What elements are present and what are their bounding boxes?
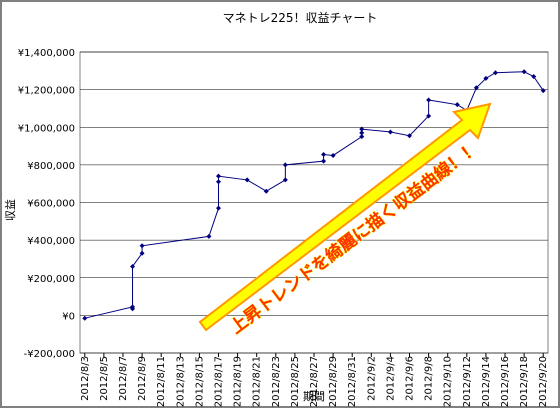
y-tick-label: ¥1,400,000 xyxy=(18,48,75,59)
x-tick-label: 2012/9/18 xyxy=(519,356,530,407)
marker xyxy=(244,177,250,183)
x-tick-label: 2012/8/17 xyxy=(213,356,224,407)
y-axis-label: 収益 xyxy=(3,199,17,221)
x-tick-label: 2012/8/23 xyxy=(271,356,282,407)
y-tick-label: ¥600,000 xyxy=(27,199,75,210)
x-tick-label: 2012/8/15 xyxy=(194,356,205,407)
marker xyxy=(454,102,460,108)
x-tick-label: 2012/9/20 xyxy=(538,356,549,407)
marker xyxy=(483,75,489,81)
marker xyxy=(387,129,393,135)
x-tick-label: 2012/9/8 xyxy=(424,356,435,401)
marker xyxy=(215,173,221,179)
marker xyxy=(426,113,432,119)
y-tick-label: ¥400,000 xyxy=(27,236,75,247)
y-tick-label: ¥1,000,000 xyxy=(18,123,75,134)
x-tick-label: 2012/9/4 xyxy=(385,356,396,401)
x-tick-label: 2012/9/14 xyxy=(481,356,492,407)
marker xyxy=(130,263,136,269)
x-tick-label: 2012/8/3 xyxy=(80,356,91,401)
marker xyxy=(359,126,365,132)
x-tick-label: 2012/9/12 xyxy=(462,356,473,407)
marker xyxy=(407,133,413,139)
y-tick-label: -¥200,000 xyxy=(24,349,75,360)
y-tick-label: ¥200,000 xyxy=(27,274,75,285)
x-tick-label: 2012/8/9 xyxy=(137,356,148,401)
marker xyxy=(531,73,537,79)
marker xyxy=(359,134,365,140)
marker xyxy=(263,188,269,194)
marker xyxy=(359,130,365,136)
marker xyxy=(426,97,432,103)
marker xyxy=(130,306,136,312)
marker xyxy=(321,152,327,158)
marker xyxy=(215,205,221,211)
y-tick-label: ¥800,000 xyxy=(27,161,75,172)
x-axis-label: 期間 xyxy=(303,390,325,403)
marker xyxy=(215,179,221,185)
chart-title: マネトレ225！収益チャート xyxy=(223,11,378,25)
series-line xyxy=(84,71,544,319)
x-tick-label: 2012/9/10 xyxy=(443,356,454,407)
x-tick-label: 2012/8/7 xyxy=(118,356,129,401)
trend-arrow xyxy=(198,102,492,332)
marker xyxy=(473,85,479,91)
marker xyxy=(330,152,336,158)
y-tick-label: ¥0 xyxy=(62,311,75,322)
x-tick-label: 2012/8/19 xyxy=(233,356,244,407)
marker xyxy=(282,177,288,183)
marker xyxy=(139,243,145,249)
marker xyxy=(206,233,212,239)
x-tick-label: 2012/8/11 xyxy=(156,356,167,407)
x-tick-label: 2012/8/29 xyxy=(328,356,339,407)
marker xyxy=(492,70,498,76)
marker xyxy=(321,158,327,164)
marker xyxy=(139,250,145,256)
x-tick-label: 2012/8/25 xyxy=(290,356,301,407)
x-tick-label: 2012/8/21 xyxy=(252,356,263,407)
marker xyxy=(521,69,527,75)
x-tick-label: 2012/9/2 xyxy=(366,356,377,401)
marker xyxy=(282,162,288,168)
x-tick-label: 2012/8/5 xyxy=(99,356,110,401)
x-tick-label: 2012/8/13 xyxy=(175,356,186,407)
x-tick-label: 2012/9/6 xyxy=(405,356,416,401)
x-tick-label: 2012/8/31 xyxy=(347,356,358,407)
marker xyxy=(540,88,546,94)
marker xyxy=(82,315,88,321)
y-tick-label: ¥1,200,000 xyxy=(18,86,75,97)
x-tick-label: 2012/9/16 xyxy=(500,356,511,407)
x-tick-label: 2012/8/27 xyxy=(309,356,320,407)
